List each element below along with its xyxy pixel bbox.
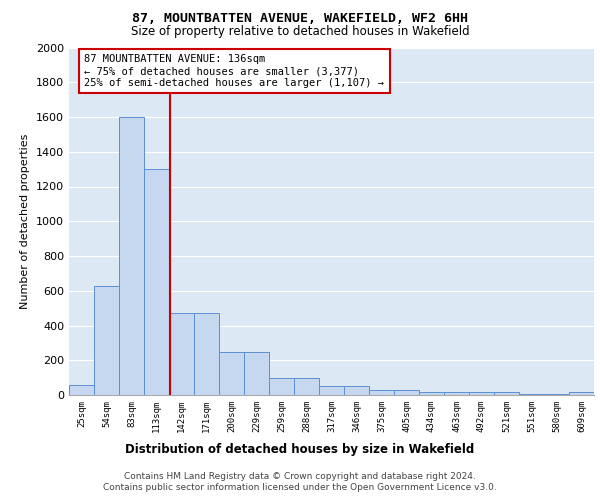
Bar [519, 394, 544, 395]
Bar [94, 286, 119, 395]
Bar [444, 392, 469, 395]
Bar [344, 386, 369, 395]
Y-axis label: Number of detached properties: Number of detached properties [20, 134, 31, 309]
Bar [494, 392, 519, 395]
Bar [469, 392, 494, 395]
Bar [369, 390, 394, 395]
Bar [294, 378, 319, 395]
Bar [144, 169, 169, 395]
Bar [319, 386, 344, 395]
Bar [394, 390, 419, 395]
Text: Size of property relative to detached houses in Wakefield: Size of property relative to detached ho… [131, 25, 469, 38]
Text: 87 MOUNTBATTEN AVENUE: 136sqm
← 75% of detached houses are smaller (3,377)
25% o: 87 MOUNTBATTEN AVENUE: 136sqm ← 75% of d… [85, 54, 385, 88]
Bar [569, 392, 594, 395]
Text: Distribution of detached houses by size in Wakefield: Distribution of detached houses by size … [125, 442, 475, 456]
Bar [544, 394, 569, 395]
Bar [69, 384, 94, 395]
Text: Contains HM Land Registry data © Crown copyright and database right 2024.: Contains HM Land Registry data © Crown c… [124, 472, 476, 481]
Text: 87, MOUNTBATTEN AVENUE, WAKEFIELD, WF2 6HH: 87, MOUNTBATTEN AVENUE, WAKEFIELD, WF2 6… [132, 12, 468, 26]
Bar [169, 314, 194, 395]
Bar [219, 352, 244, 395]
Bar [269, 378, 294, 395]
Bar [419, 392, 444, 395]
Text: Contains public sector information licensed under the Open Government Licence v3: Contains public sector information licen… [103, 484, 497, 492]
Bar [244, 352, 269, 395]
Bar [119, 117, 144, 395]
Bar [194, 314, 219, 395]
